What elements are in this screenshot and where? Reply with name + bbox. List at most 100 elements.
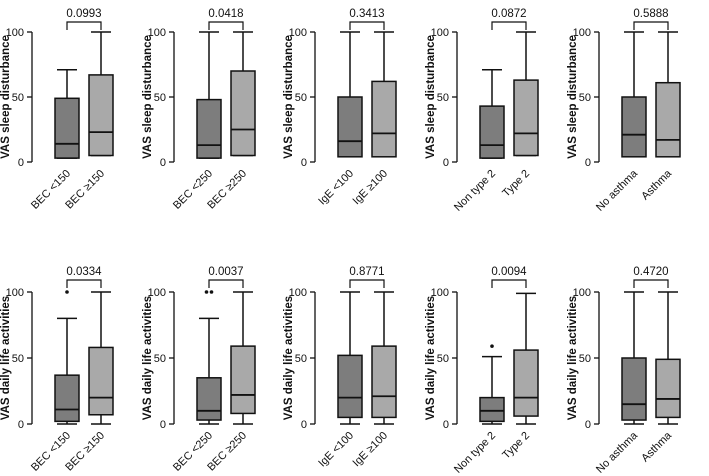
p-value-label: 0.3413 xyxy=(349,8,384,20)
box-iqr xyxy=(655,81,681,158)
box-iqr xyxy=(337,96,363,158)
significance-bracket xyxy=(66,279,102,288)
y-axis-title: VAS sleep disturbance xyxy=(142,35,154,159)
box-iqr xyxy=(655,358,681,419)
y-tick-label: 100 xyxy=(573,27,591,39)
y-tick-label: 100 xyxy=(289,287,307,299)
y-tick-label: 0 xyxy=(18,419,24,431)
y-tick-label: 0 xyxy=(160,419,166,431)
y-tick-label: 0 xyxy=(301,419,307,431)
p-value-label: 0.0334 xyxy=(66,266,102,278)
outlier-point xyxy=(204,290,209,294)
box-iqr xyxy=(88,346,114,416)
box-iqr xyxy=(513,349,539,417)
significance-bracket xyxy=(633,279,669,288)
y-axis-title: VAS sleep disturbance xyxy=(425,35,437,159)
box-iqr xyxy=(54,374,80,423)
y-tick-label: 50 xyxy=(154,353,166,365)
category-label: No asthma xyxy=(594,429,641,476)
box-iqr xyxy=(54,97,80,159)
box-iqr xyxy=(621,96,647,158)
significance-bracket xyxy=(491,279,527,288)
outlier-point xyxy=(490,344,494,348)
y-tick-label: 100 xyxy=(148,287,166,299)
significance-bracket xyxy=(208,279,244,288)
significance-bracket xyxy=(66,21,102,30)
box-iqr xyxy=(621,357,647,421)
category-label: Non type 2 xyxy=(452,168,498,214)
category-label: Type 2 xyxy=(500,168,532,200)
y-axis-title: VAS daily life activities xyxy=(567,296,579,420)
y-tick-label: 0 xyxy=(18,157,24,169)
box-iqr xyxy=(196,98,222,159)
y-tick-label: 50 xyxy=(295,92,307,104)
y-tick-label: 0 xyxy=(585,419,591,431)
y-tick-label: 50 xyxy=(437,353,449,365)
y-tick-label: 100 xyxy=(6,27,24,39)
y-tick-label: 0 xyxy=(585,157,591,169)
box-iqr xyxy=(88,74,114,157)
significance-bracket xyxy=(349,21,385,30)
y-tick-label: 50 xyxy=(579,92,591,104)
p-value-label: 0.5888 xyxy=(633,8,668,20)
y-tick-label: 100 xyxy=(289,27,307,39)
y-tick-label: 100 xyxy=(573,287,591,299)
y-tick-label: 100 xyxy=(431,27,449,39)
outlier-point xyxy=(209,290,214,294)
y-tick-label: 50 xyxy=(12,353,24,365)
box-iqr xyxy=(196,377,222,421)
y-axis-title: VAS daily life activities xyxy=(425,296,437,420)
category-label: Type 2 xyxy=(500,430,532,462)
p-value-label: 0.0993 xyxy=(66,8,101,20)
category-label: IgE ≥100 xyxy=(351,168,391,208)
y-tick-label: 50 xyxy=(154,92,166,104)
category-label: IgE <100 xyxy=(316,430,356,470)
category-label: Non type 2 xyxy=(452,430,498,476)
y-axis-title: VAS sleep disturbance xyxy=(0,35,12,159)
category-label: Asthma xyxy=(639,167,674,202)
y-tick-label: 50 xyxy=(437,92,449,104)
y-tick-label: 0 xyxy=(443,419,449,431)
p-value-label: 0.8771 xyxy=(349,266,384,278)
y-tick-label: 50 xyxy=(295,353,307,365)
y-axis-title: VAS daily life activities xyxy=(283,296,295,420)
y-tick-label: 0 xyxy=(301,157,307,169)
category-label: Asthma xyxy=(639,429,674,464)
box-iqr xyxy=(230,70,256,157)
box-iqr xyxy=(337,354,363,419)
y-axis-title: VAS daily life activities xyxy=(142,296,154,420)
box-iqr xyxy=(371,345,397,419)
box-iqr xyxy=(479,396,505,423)
significance-bracket xyxy=(633,21,669,30)
significance-bracket xyxy=(208,21,244,30)
y-tick-label: 50 xyxy=(579,353,591,365)
y-tick-label: 100 xyxy=(431,287,449,299)
y-axis-title: VAS sleep disturbance xyxy=(567,35,579,159)
p-value-label: 0.0094 xyxy=(491,266,527,278)
significance-bracket xyxy=(349,279,385,288)
p-value-label: 0.0872 xyxy=(491,8,526,20)
box-iqr xyxy=(513,79,539,157)
category-label: IgE ≥100 xyxy=(351,430,391,470)
box-iqr xyxy=(479,105,505,159)
p-value-label: 0.0418 xyxy=(208,8,243,20)
y-axis-title: VAS daily life activities xyxy=(0,296,12,420)
p-value-label: 0.4720 xyxy=(633,266,668,278)
category-label: IgE <100 xyxy=(316,168,356,208)
y-tick-label: 50 xyxy=(12,92,24,104)
y-tick-label: 100 xyxy=(148,27,166,39)
significance-bracket xyxy=(491,21,527,30)
y-tick-label: 0 xyxy=(160,157,166,169)
box-iqr xyxy=(371,80,397,158)
p-value-label: 0.0037 xyxy=(208,266,243,278)
y-tick-label: 100 xyxy=(6,287,24,299)
